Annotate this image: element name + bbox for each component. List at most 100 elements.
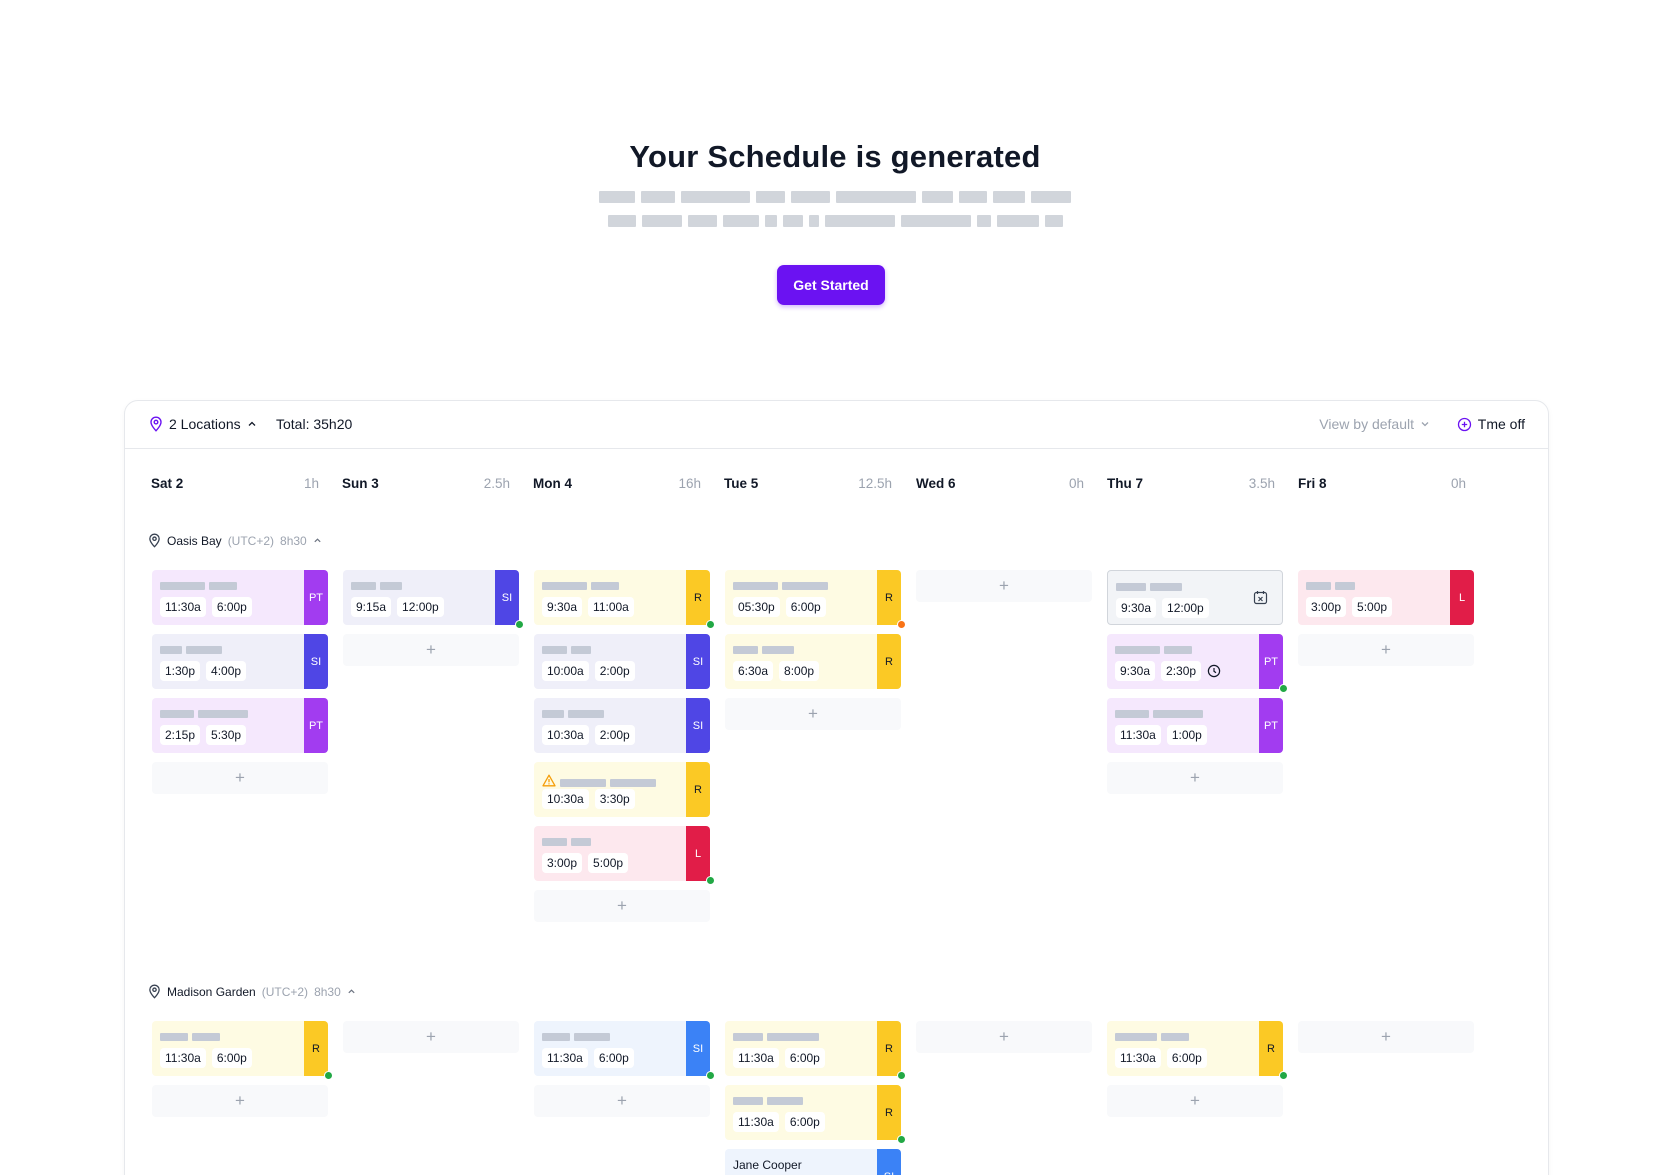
role-badge: SI [686,634,710,689]
shift-card[interactable]: 10:30a 2:00p SI [534,698,710,753]
shift-card[interactable]: 3:00p 5:00p L [534,826,715,885]
location-pin-icon [148,533,161,548]
role-badge: R [304,1021,328,1076]
shift-start: 11:30a [733,1048,779,1068]
add-shift-button[interactable]: + [1298,634,1474,666]
shift-card[interactable]: 11:30a 6:00p R [152,1021,333,1080]
shift-card[interactable]: Jane Cooper SI [725,1149,901,1175]
day-header-sun: Sun 3 2.5h [342,476,510,491]
shift-start: 9:30a [1116,598,1157,618]
day-header-thu: Thu 7 3.5h [1107,476,1275,491]
location-row-madison-garden[interactable]: Madison Garden (UTC+2) 8h30 [148,984,356,999]
shift-start: 11:30a [160,597,206,617]
day-header-wed: Wed 6 0h [916,476,1084,491]
shift-start: 11:30a [542,1048,588,1068]
add-shift-button[interactable]: + [152,762,328,794]
location-name: Madison Garden [167,984,256,999]
location-timezone: (UTC+2) [227,533,275,548]
add-shift-button[interactable]: + [534,1085,710,1117]
add-shift-button[interactable]: + [1298,1021,1474,1053]
shift-card[interactable]: 11:30a 6:00p R [725,1021,906,1080]
shift-start: 11:30a [160,1048,206,1068]
day-header-tue: Tue 5 12.5h [724,476,892,491]
shift-end: 5:00p [588,853,629,873]
location-row-oasis-bay[interactable]: Oasis Bay (UTC+2) 8h30 [148,533,322,548]
page-title: Your Schedule is generated [629,139,1041,174]
shift-start: 10:00a [542,661,589,681]
role-badge: L [686,826,710,881]
day-header-fri: Fri 8 0h [1298,476,1466,491]
shift-card[interactable]: 05:30p 6:00p R [725,570,906,629]
locations-dropdown[interactable]: 2 Locations [149,416,257,432]
subtitle-placeholder-line-2 [0,215,1670,227]
shift-card[interactable]: 10:30a 3:30p R [534,762,710,817]
role-badge: PT [1259,698,1283,753]
add-shift-button[interactable]: + [343,634,519,666]
shift-end: 2:30p [1161,661,1202,681]
shift-card[interactable]: 11:30a 1:00p PT [1107,698,1283,753]
role-badge: R [877,1021,901,1076]
view-dropdown[interactable]: View by default [1319,416,1430,432]
shift-end: 6:00p [593,1048,634,1068]
shift-end: 6:00p [784,1048,825,1068]
shift-end: 5:30p [206,725,247,745]
shift-end: 2:00p [594,661,635,681]
status-dot [515,620,524,629]
location-hours: 8h30 [280,533,307,548]
day-header-sat: Sat 2 1h [151,476,319,491]
time-off-button[interactable]: Tme off [1457,416,1525,432]
role-badge: SI [495,570,519,625]
shift-card[interactable]: 11:30a 6:00p PT [152,570,328,625]
status-dot [706,1071,715,1080]
status-dot [897,1071,906,1080]
shift-card[interactable]: 2:15p 5:30p PT [152,698,328,753]
role-badge: R [686,762,710,817]
shift-start: 9:30a [1115,661,1156,681]
role-badge: R [877,570,901,625]
shift-card-time-off[interactable]: 9:30a 12:00p [1107,570,1283,625]
add-shift-button[interactable]: + [725,698,901,730]
shift-card[interactable]: 11:30a 6:00p SI [534,1021,715,1080]
shift-card[interactable]: 3:00p 5:00p L [1298,570,1474,625]
shift-start: 2:15p [160,725,201,745]
add-shift-button[interactable]: + [343,1021,519,1053]
shift-card[interactable]: 11:30a 6:00p R [1107,1021,1288,1080]
chevron-up-icon [347,987,356,996]
add-shift-button[interactable]: + [1107,762,1283,794]
get-started-button[interactable]: Get Started [777,265,885,305]
status-dot [897,1135,906,1144]
shift-end: 8:00p [779,661,820,681]
shift-card[interactable]: 10:00a 2:00p SI [534,634,710,689]
shift-card[interactable]: 9:30a 2:30p PT [1107,634,1288,693]
time-off-label: Tme off [1477,416,1525,432]
shift-start: 10:30a [542,725,589,745]
shift-card[interactable]: 9:15a 12:00p SI [343,570,524,629]
location-name: Oasis Bay [167,533,222,548]
shift-end: 2:00p [594,725,635,745]
role-badge: R [1259,1021,1283,1076]
location-pin-icon [149,416,163,432]
add-shift-button[interactable]: + [916,570,1092,602]
add-shift-button[interactable]: + [1107,1085,1283,1117]
role-badge: L [1450,570,1474,625]
shift-card[interactable]: 9:30a 11:00a R [534,570,715,629]
shift-card[interactable]: 1:30p 4:00p SI [152,634,328,689]
day-header-mon: Mon 4 16h [533,476,701,491]
employee-name: Jane Cooper [733,1158,802,1172]
add-shift-button[interactable]: + [152,1085,328,1117]
shift-card[interactable]: 6:30a 8:00p R [725,634,901,689]
shift-start: 9:30a [542,597,583,617]
role-badge: SI [877,1149,901,1175]
shift-end: 11:00a [588,597,634,617]
shift-end: 1:00p [1166,725,1207,745]
status-dot [1279,1071,1288,1080]
role-badge: R [686,570,710,625]
add-shift-button[interactable]: + [534,890,710,922]
shift-card[interactable]: 11:30a 6:00p R [725,1085,906,1144]
shift-start: 9:15a [351,597,392,617]
status-dot [324,1071,333,1080]
shift-start: 1:30p [160,661,201,681]
schedule-panel: 2 Locations Total: 35h20 View by default… [124,400,1549,1175]
add-shift-button[interactable]: + [916,1021,1092,1053]
shift-end: 6:00p [211,1048,252,1068]
